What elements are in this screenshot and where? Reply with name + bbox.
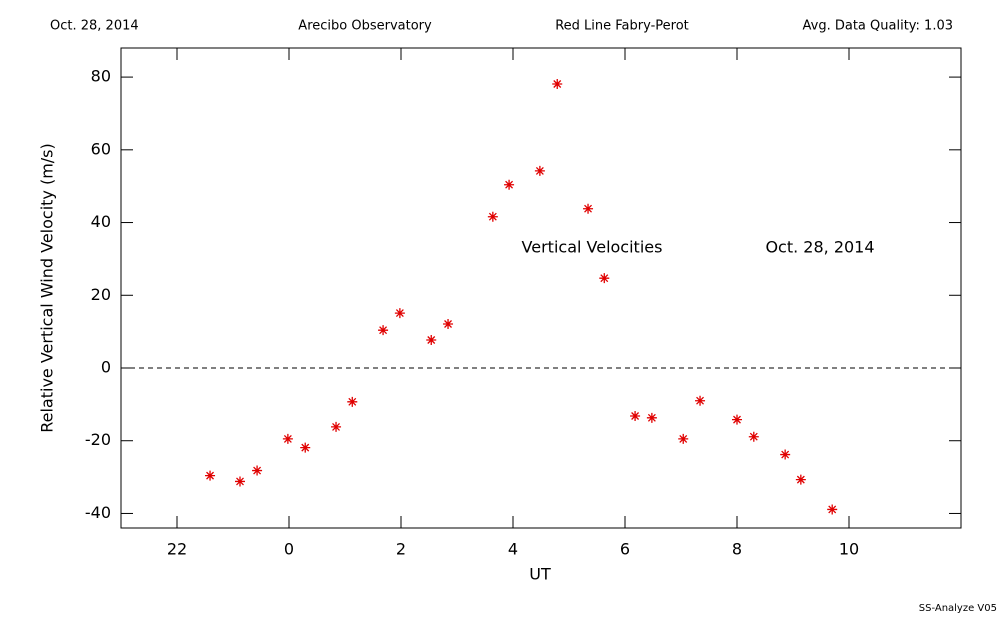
point [252, 465, 263, 476]
point [282, 433, 293, 444]
point [347, 396, 358, 407]
point [534, 165, 545, 176]
point [780, 449, 791, 460]
point [583, 203, 594, 214]
header-quality: Avg. Data Quality: 1.03 [803, 19, 953, 34]
header-instrument: Red Line Fabry-Perot [555, 19, 689, 34]
footer: SS-Analyze V05 [919, 603, 997, 614]
annotation: Vertical Velocities [522, 238, 663, 257]
annotation: Oct. 28, 2014 [765, 238, 874, 257]
x-tick-label: 6 [620, 540, 630, 559]
point [205, 470, 216, 481]
point [426, 335, 437, 345]
point [695, 395, 706, 406]
point [646, 412, 657, 423]
x-tick-label: 0 [284, 540, 294, 559]
point [394, 308, 405, 319]
point [443, 319, 454, 329]
header-site: Arecibo Observatory [298, 19, 432, 34]
point [599, 273, 610, 284]
point [732, 414, 742, 425]
y-tick-label: -20 [85, 430, 111, 449]
point [552, 79, 563, 89]
point [331, 421, 342, 432]
point [678, 433, 689, 444]
header-date: Oct. 28, 2014 [50, 19, 139, 34]
x-tick-label: 22 [167, 540, 187, 559]
y-tick-label: 60 [91, 139, 111, 158]
point [748, 431, 759, 442]
point [235, 476, 245, 487]
x-tick-label: 8 [732, 540, 742, 559]
point [827, 504, 838, 515]
point [504, 179, 515, 190]
y-tick-label: 80 [91, 67, 111, 86]
point [630, 411, 641, 421]
x-axis-label: UT [529, 565, 551, 584]
point [378, 325, 389, 336]
y-tick-label: 0 [101, 358, 111, 377]
y-tick-label: -40 [85, 503, 111, 522]
point [795, 474, 806, 485]
x-tick-label: 10 [839, 540, 859, 559]
y-tick-label: 20 [91, 285, 111, 304]
y-axis-label: Relative Vertical Wind Velocity (m/s) [38, 143, 57, 433]
plot-frame [120, 47, 962, 529]
point [300, 442, 311, 453]
y-tick-label: 40 [91, 212, 111, 231]
point [487, 211, 498, 222]
x-tick-label: 2 [396, 540, 406, 559]
x-tick-label: 4 [508, 540, 518, 559]
